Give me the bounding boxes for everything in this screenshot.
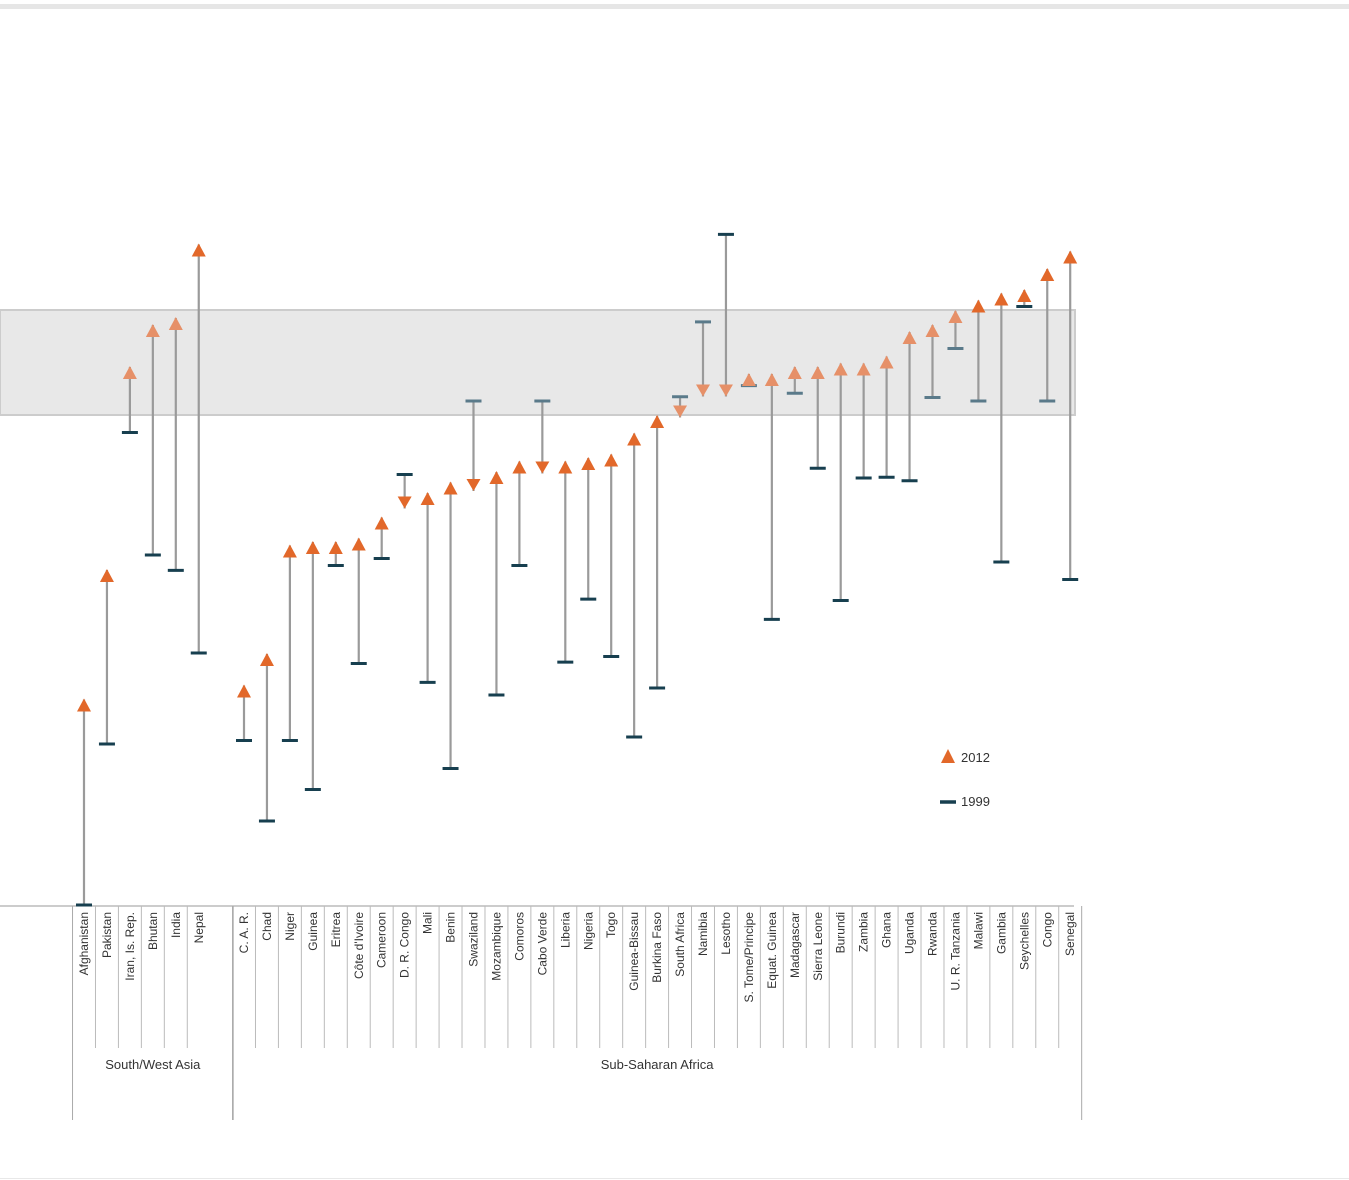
group-label: Sub-Saharan Africa xyxy=(601,1057,715,1072)
category-label: Benin xyxy=(444,912,458,943)
marker-2012 xyxy=(237,684,251,698)
category-label: Equat. Guinea xyxy=(765,912,779,989)
category-label: Namibia xyxy=(696,912,710,956)
category-label: Madagascar xyxy=(788,912,802,978)
category-label: Lesotho xyxy=(719,912,733,955)
marker-2012 xyxy=(420,492,435,505)
category-label: Afghanistan xyxy=(77,912,91,975)
marker-2012 xyxy=(374,516,389,530)
category-label: Rwanda xyxy=(926,912,940,956)
marker-2012 xyxy=(122,366,137,379)
group-label: South/West Asia xyxy=(105,1057,201,1072)
category-label: Côte d'Ivoire xyxy=(352,912,366,979)
top-border xyxy=(0,4,1349,9)
marker-2012 xyxy=(627,432,642,446)
marker-2012 xyxy=(397,496,412,509)
category-label: Mozambique xyxy=(489,912,503,981)
marker-2012 xyxy=(696,384,710,397)
category-label: Ghana xyxy=(880,912,894,948)
category-label: Swaziland xyxy=(467,912,481,967)
marker-2012 xyxy=(971,299,986,313)
category-label: D. R. Congo xyxy=(398,912,412,978)
marker-2012 xyxy=(305,541,320,554)
marker-2012 xyxy=(925,324,940,337)
category-label: Burundi xyxy=(834,912,848,953)
category-label: C. A. R. xyxy=(237,912,251,953)
category-label: Congo xyxy=(1040,912,1054,948)
category-label: South Africa xyxy=(673,912,687,977)
category-label: Chad xyxy=(260,912,274,941)
category-label: Comoros xyxy=(512,912,526,961)
category-label: Zambia xyxy=(857,912,871,952)
marker-2012 xyxy=(558,460,573,474)
marker-2012 xyxy=(604,453,619,467)
category-label: Nigeria xyxy=(581,912,595,950)
marker-2012 xyxy=(512,460,527,474)
marker-2012 xyxy=(1063,250,1078,264)
marker-2012 xyxy=(168,317,183,330)
marker-2012 xyxy=(328,541,343,554)
category-label: Gambia xyxy=(994,912,1008,954)
category-label: Iran, Is. Rep. xyxy=(123,912,137,981)
marker-2012 xyxy=(282,544,297,558)
marker-2012 xyxy=(856,362,871,376)
category-label: Pakistan xyxy=(100,912,114,958)
category-label: Bhutan xyxy=(146,912,160,950)
category-label: Cabo Verde xyxy=(535,912,549,976)
category-label: Malawi xyxy=(971,912,985,949)
marker-2012 xyxy=(810,366,825,379)
marker-2012 xyxy=(718,384,733,397)
legend-label-1999: 1999 xyxy=(961,794,990,809)
category-label: Eritrea xyxy=(329,912,343,948)
category-label: Seychelles xyxy=(1017,912,1031,970)
marker-2012 xyxy=(581,457,596,470)
marker-2012 xyxy=(489,471,504,484)
marker-2012 xyxy=(787,366,802,379)
marker-2012 xyxy=(99,569,114,582)
target-band xyxy=(0,309,1076,416)
category-label: India xyxy=(169,912,183,938)
marker-2012 xyxy=(259,653,274,666)
category-label: Cameroon xyxy=(375,912,389,968)
category-label: U. R. Tanzania xyxy=(948,912,962,991)
marker-2012 xyxy=(351,537,366,551)
marker-2012 xyxy=(145,324,160,337)
category-label: Togo xyxy=(604,912,618,938)
marker-2012 xyxy=(994,292,1009,306)
category-label: Mali xyxy=(421,912,435,934)
category-label: Uganda xyxy=(903,912,917,954)
legend-label-2012: 2012 xyxy=(961,750,990,765)
category-label: Burkina Faso xyxy=(650,912,664,983)
category-label: Senegal xyxy=(1063,912,1077,956)
legend: 2012 1999 xyxy=(940,749,990,809)
marker-2012 xyxy=(764,373,779,386)
marker-2012 xyxy=(879,355,894,369)
marker-2012 xyxy=(948,310,963,323)
marker-2012 xyxy=(833,362,848,376)
marker-2012 xyxy=(902,331,917,344)
category-label: Liberia xyxy=(558,912,572,948)
marker-2012 xyxy=(191,243,206,257)
marker-2012 xyxy=(443,481,458,495)
legend-triangle-marker xyxy=(941,749,955,763)
marker-2012 xyxy=(741,373,756,386)
marker-2012 xyxy=(1040,268,1055,281)
marker-2012 xyxy=(1017,289,1032,302)
category-label: Guinea xyxy=(306,912,320,951)
marker-2012 xyxy=(466,479,481,491)
category-label: Nepal xyxy=(192,912,206,943)
marker-2012 xyxy=(673,405,688,418)
category-label: Guinea-Bissau xyxy=(627,912,641,991)
marker-2012 xyxy=(535,461,550,474)
category-label: Niger xyxy=(283,912,297,941)
marker-2012 xyxy=(77,698,91,712)
category-label: Sierra Leone xyxy=(811,912,825,981)
marker-2012 xyxy=(650,415,665,428)
category-label: S. Tome/Principe xyxy=(742,912,756,1003)
